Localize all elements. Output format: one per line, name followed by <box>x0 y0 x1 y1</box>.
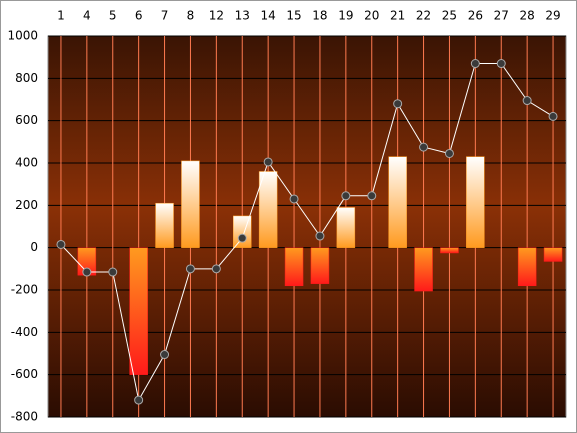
point <box>160 350 170 360</box>
point <box>134 395 144 405</box>
point <box>211 264 221 274</box>
bar <box>258 171 278 248</box>
bar <box>129 247 148 375</box>
x-tick-label: 13 <box>235 9 250 23</box>
bar <box>543 247 563 262</box>
y-tick-label: 800 <box>15 71 38 85</box>
x-tick-label: 29 <box>545 9 560 23</box>
x-tick-label: 18 <box>312 9 327 23</box>
point <box>315 231 325 241</box>
y-tick-label: -400 <box>11 325 38 339</box>
bar <box>517 247 537 287</box>
point <box>470 59 480 69</box>
y-tick-label: -600 <box>11 367 38 381</box>
y-tick-label: 0 <box>30 240 38 254</box>
point <box>444 148 454 158</box>
x-tick-label: 12 <box>209 9 224 23</box>
bar <box>181 160 200 248</box>
bar <box>336 207 356 248</box>
y-tick-label: -800 <box>11 410 38 424</box>
x-tick-label: 26 <box>468 9 483 23</box>
bar <box>388 156 407 248</box>
x-tick-label: 14 <box>261 9 276 23</box>
x-tick-label: 15 <box>286 9 301 23</box>
x-tick-label: 8 <box>187 9 195 23</box>
x-tick-label: 1 <box>57 9 65 23</box>
y-tick-label: -200 <box>11 283 38 297</box>
point <box>82 267 92 277</box>
line <box>60 63 554 402</box>
point <box>419 142 429 152</box>
point <box>522 96 532 106</box>
bar <box>440 247 459 254</box>
point <box>56 239 66 249</box>
x-tick-label: 6 <box>135 9 143 23</box>
point <box>548 111 558 121</box>
bar <box>310 247 330 284</box>
point <box>185 264 195 274</box>
point <box>341 191 351 201</box>
y-tick-label: 600 <box>15 113 38 127</box>
bar <box>466 156 485 248</box>
point <box>237 233 247 243</box>
point <box>393 99 403 109</box>
x-tick-label: 19 <box>338 9 353 23</box>
bar <box>284 247 304 287</box>
y-tick-label: 1000 <box>7 29 38 43</box>
x-tick-label: 28 <box>520 9 535 23</box>
point <box>496 59 506 69</box>
x-tick-label: 20 <box>364 9 379 23</box>
x-tick-label: 21 <box>390 9 405 23</box>
bar <box>155 202 174 248</box>
x-tick-label: 4 <box>83 9 91 23</box>
x-tick-label: 27 <box>494 9 509 23</box>
point <box>263 157 273 167</box>
point <box>108 267 118 277</box>
point <box>289 194 299 204</box>
x-tick-label: 7 <box>161 9 169 23</box>
x-tick-label: 22 <box>416 9 431 23</box>
plot-area <box>47 35 567 418</box>
bar <box>414 247 433 292</box>
y-tick-label: 400 <box>15 156 38 170</box>
x-tick-label: 5 <box>109 9 117 23</box>
y-tick-label: 200 <box>15 198 38 212</box>
point <box>367 191 377 201</box>
x-tick-label: 25 <box>442 9 457 23</box>
